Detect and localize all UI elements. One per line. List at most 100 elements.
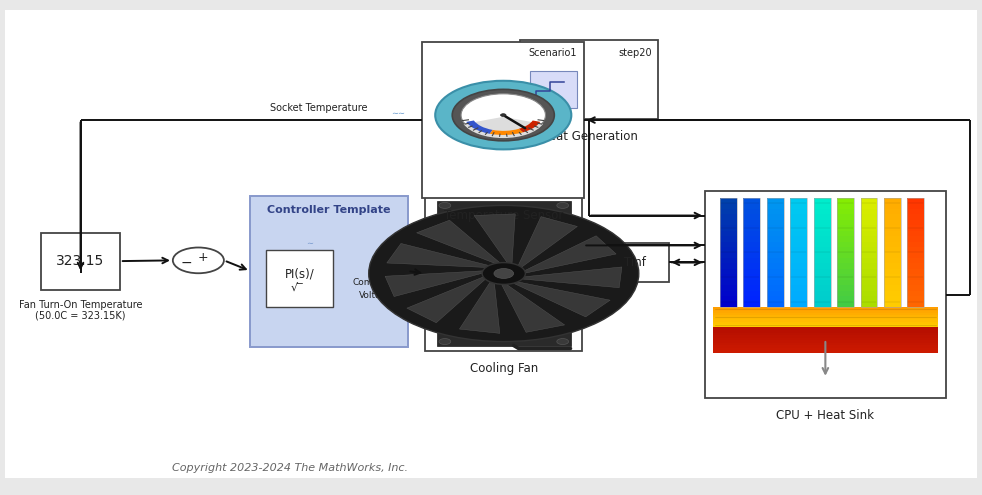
- Bar: [713, 313, 938, 315]
- Bar: [907, 214, 924, 220]
- Bar: [767, 208, 784, 214]
- Bar: [837, 230, 854, 236]
- Bar: [837, 290, 854, 296]
- Bar: [791, 296, 807, 301]
- Bar: [860, 214, 878, 220]
- Bar: [791, 198, 807, 203]
- Bar: [791, 268, 807, 274]
- Text: Copyright 2023-2024 The MathWorks, Inc.: Copyright 2023-2024 The MathWorks, Inc.: [172, 463, 408, 473]
- Bar: [884, 296, 900, 301]
- Bar: [530, 71, 577, 108]
- Bar: [791, 241, 807, 247]
- Bar: [743, 290, 760, 296]
- Text: step20: step20: [619, 48, 652, 57]
- Bar: [713, 308, 938, 311]
- Bar: [907, 225, 924, 231]
- Bar: [907, 263, 924, 269]
- Bar: [743, 296, 760, 301]
- Bar: [713, 315, 938, 317]
- Polygon shape: [501, 283, 565, 332]
- Bar: [767, 247, 784, 252]
- Bar: [907, 236, 924, 242]
- Bar: [720, 285, 736, 291]
- Bar: [860, 219, 878, 225]
- Bar: [266, 250, 333, 307]
- Bar: [884, 225, 900, 231]
- Bar: [743, 198, 760, 307]
- Bar: [713, 317, 938, 319]
- Bar: [837, 274, 854, 280]
- Bar: [884, 236, 900, 242]
- Bar: [907, 285, 924, 291]
- Bar: [814, 290, 831, 296]
- Bar: [860, 252, 878, 258]
- Bar: [814, 247, 831, 252]
- Bar: [743, 241, 760, 247]
- Bar: [767, 241, 784, 247]
- Bar: [837, 263, 854, 269]
- Circle shape: [453, 90, 554, 141]
- Bar: [713, 321, 938, 324]
- Bar: [743, 252, 760, 258]
- Bar: [860, 198, 878, 307]
- Bar: [791, 219, 807, 225]
- Bar: [767, 225, 784, 231]
- Bar: [743, 274, 760, 280]
- Bar: [791, 252, 807, 258]
- Bar: [884, 274, 900, 280]
- Bar: [743, 236, 760, 242]
- Bar: [791, 285, 807, 291]
- Bar: [814, 203, 831, 209]
- Bar: [720, 279, 736, 285]
- Circle shape: [173, 248, 224, 273]
- Text: 323.15: 323.15: [56, 254, 105, 268]
- Bar: [907, 279, 924, 285]
- Bar: [860, 279, 878, 285]
- Bar: [791, 279, 807, 285]
- Bar: [860, 225, 878, 231]
- Bar: [767, 219, 784, 225]
- Bar: [743, 263, 760, 269]
- Bar: [837, 257, 854, 263]
- Bar: [767, 252, 784, 258]
- Bar: [907, 208, 924, 214]
- Bar: [720, 247, 736, 252]
- Bar: [884, 198, 900, 203]
- Circle shape: [482, 262, 525, 284]
- Bar: [791, 236, 807, 242]
- Bar: [767, 257, 784, 263]
- Bar: [860, 301, 878, 307]
- Bar: [837, 203, 854, 209]
- Bar: [837, 214, 854, 220]
- Bar: [767, 268, 784, 274]
- Bar: [907, 203, 924, 209]
- Bar: [907, 268, 924, 274]
- Bar: [41, 233, 120, 290]
- Bar: [860, 290, 878, 296]
- Bar: [767, 230, 784, 236]
- Text: Tinf: Tinf: [625, 256, 646, 269]
- Bar: [884, 247, 900, 252]
- Bar: [907, 230, 924, 236]
- Bar: [860, 285, 878, 291]
- Bar: [814, 252, 831, 258]
- Bar: [837, 219, 854, 225]
- Bar: [860, 257, 878, 263]
- Polygon shape: [520, 267, 622, 288]
- Bar: [713, 327, 938, 330]
- Bar: [814, 198, 831, 307]
- Text: +: +: [198, 251, 208, 264]
- Circle shape: [557, 202, 569, 208]
- Bar: [767, 279, 784, 285]
- Text: Scenario1: Scenario1: [528, 48, 576, 57]
- Bar: [713, 311, 938, 313]
- Bar: [884, 279, 900, 285]
- Bar: [837, 279, 854, 285]
- Bar: [791, 301, 807, 307]
- Bar: [860, 263, 878, 269]
- Wedge shape: [518, 120, 540, 132]
- Bar: [743, 268, 760, 274]
- Bar: [814, 214, 831, 220]
- Bar: [437, 201, 571, 346]
- Bar: [907, 274, 924, 280]
